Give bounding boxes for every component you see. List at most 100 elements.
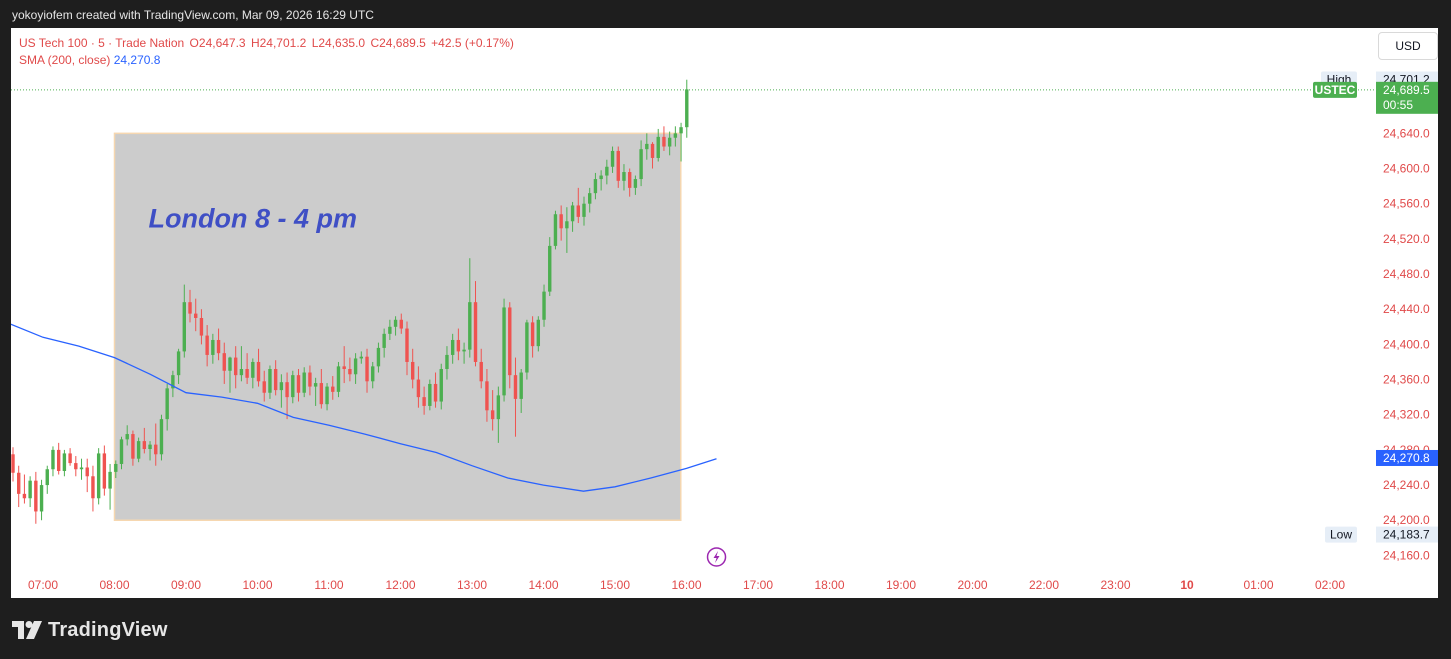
candle-body [74,463,78,470]
sma-tag-value: 24,270.8 [1383,451,1430,465]
candle-body [182,302,186,352]
candle-body [114,463,118,472]
ohlc-low: 24,635.0 [318,36,366,50]
y-tick-label: 24,600.0 [1383,162,1430,176]
candle-body [411,361,415,380]
y-tick-label: 24,480.0 [1383,267,1430,281]
x-tick-label: 17:00 [743,578,773,592]
x-tick-label: 11:00 [314,578,343,592]
tradingview-logo-icon [12,621,42,639]
candle-body [251,361,255,378]
candle-body [553,214,558,246]
candle-body [416,379,421,398]
symbol-legend-row: US Tech 100 · 5 · Trade Nation O24,647.3… [19,35,516,52]
tradingview-brand: TradingView [48,618,168,641]
y-tick-label: 24,240.0 [1383,478,1430,492]
low-tag-label: Low [1330,528,1352,542]
candle-body [308,372,312,387]
candle-body [131,434,135,459]
x-tick-label: 15:00 [600,578,630,592]
candle-body [102,453,107,489]
low-tag-value-bg [1376,526,1438,543]
candle-body [136,441,141,459]
candle-body [565,221,569,229]
low-tag-value: 24,183.7 [1383,528,1430,542]
candle-body [331,386,335,392]
candle-body [96,453,101,499]
candle-body [142,441,147,450]
ohlc-change: +42.5 (+0.17%) [431,36,514,50]
candlestick-chart[interactable]: London 8 - 4 pm 24,160.0 24,200.0 24,240.0 2… [11,28,1438,598]
candle-body [456,339,461,352]
low-tag-label-bg [1325,526,1357,543]
candle-body [388,326,392,334]
candle-body [205,335,209,355]
candle-body [530,322,535,347]
candle-body [256,361,261,382]
candle-body [359,356,364,359]
candle-body [650,143,655,158]
chart-legend: US Tech 100 · 5 · Trade Nation O24,647.3… [19,35,516,69]
candle-body [679,127,683,134]
candle-body [450,339,455,355]
candle-body [171,375,175,389]
candle-body [45,469,49,486]
candle-body [319,383,324,405]
ohlc-high-label: H [250,36,260,50]
candle-body [296,375,301,393]
y-tick-label: 24,360.0 [1383,373,1430,387]
candle-body [502,307,506,396]
x-tick-label: 18:00 [814,578,844,592]
chart-caption: yokoyiofem created with TradingView.com,… [12,8,374,22]
candle-body [365,356,369,382]
footer: TradingView [12,616,168,644]
candle-body [22,493,27,499]
candle-body [28,480,32,499]
candle-body [685,89,689,128]
currency-button[interactable]: USD [1378,32,1438,60]
candle-body [62,453,67,471]
x-tick-label: 09:00 [171,578,201,592]
candle-body [627,172,632,188]
candle-body [576,205,580,217]
candle-body [667,137,672,147]
lightning-bolt-glyph [713,551,720,563]
candle-body [188,302,192,314]
candle-body [382,333,386,348]
candle-body [353,358,358,375]
candle-body [605,166,609,176]
candle-body [239,369,244,376]
candle-body [68,453,72,464]
sma-tag-value-bg [1376,449,1438,466]
chart-panel[interactable]: London 8 - 4 pm 24,160.0 24,200.0 24,240.0 2… [11,28,1438,598]
x-tick-label: 19:00 [886,578,916,592]
candle-body [56,449,61,471]
candle-body [508,307,512,376]
last-price-tag-value-bg [1376,81,1438,114]
y-tick-label: 24,400.0 [1383,337,1430,351]
candle-body [468,302,472,350]
candle-body [656,136,660,158]
candle-body [17,472,21,494]
ohlc-close: 24,689.5 [379,36,426,50]
y-tick-label: 24,200.0 [1383,513,1430,527]
x-tick-label: 10 [1180,578,1194,592]
x-tick-label: 08:00 [99,578,129,592]
candle-body [645,143,649,150]
candle-body [439,369,443,402]
candle-body [559,214,563,229]
candle-body [616,150,620,181]
london-session-box [113,132,682,521]
candle-body [462,349,466,352]
candle-body [570,205,575,222]
symbol-title[interactable]: US Tech 100 · 5 · Trade Nation [19,36,185,50]
session-label: London 8 - 4 pm [149,203,358,233]
candle-body [79,467,84,470]
last-price-tag-label: USTEC [1315,83,1356,97]
candle-body [473,302,478,362]
sma-label[interactable]: SMA (200, close) [19,53,111,67]
x-tick-label: 20:00 [957,578,987,592]
x-tick-label: 02:00 [1315,578,1345,592]
ohlc-high: 24,701.2 [259,36,307,50]
candle-body [159,419,164,455]
